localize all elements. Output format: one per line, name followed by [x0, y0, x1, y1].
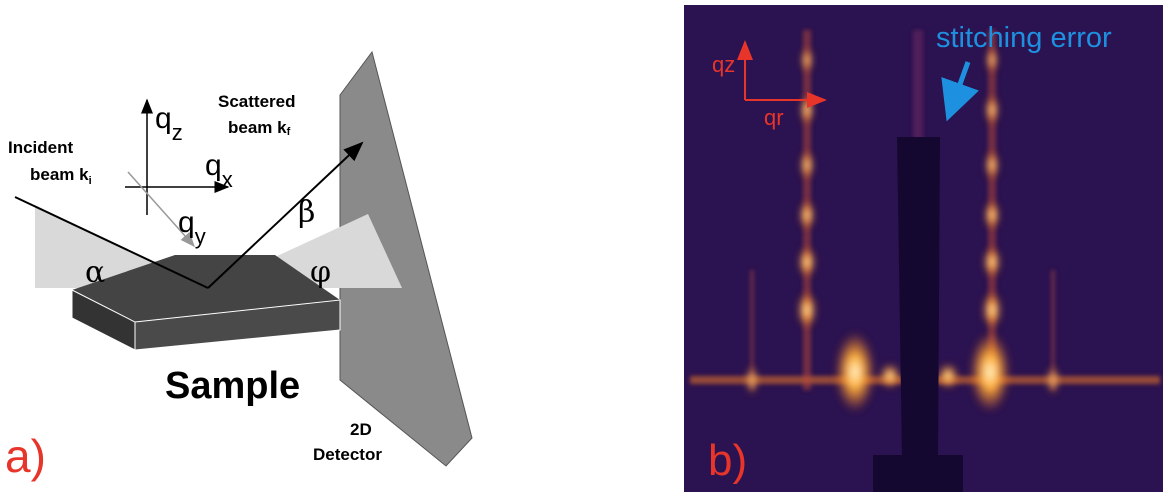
angle-beta: β	[298, 195, 315, 230]
axis-sub: y	[195, 224, 206, 249]
scattered-label: beam kf	[228, 118, 291, 138]
panel-b: qz qr stitching error b)	[684, 5, 1163, 492]
axis-label: qz	[155, 102, 183, 145]
panel-label: b)	[708, 436, 747, 485]
axis-symbol: q	[712, 52, 724, 77]
panel-a: Incident beam ki Scattered beam kf qz qx…	[5, 52, 472, 482]
axis-sub: z	[724, 52, 735, 77]
incident-label: beam k	[30, 165, 89, 184]
incident-sub: i	[89, 175, 92, 187]
scattered-label: Scattered	[218, 92, 295, 111]
axis-sub: r	[776, 105, 783, 130]
detector-label: Detector	[313, 445, 382, 464]
axis-sub: z	[172, 120, 183, 145]
incident-label: Incident	[8, 138, 74, 157]
axis-label: qr	[764, 105, 784, 130]
scattered-sub: f	[287, 126, 291, 138]
beamstop-base	[873, 455, 963, 492]
axis-symbol: q	[178, 206, 195, 239]
sample-label: Sample	[165, 365, 300, 407]
beamstop	[897, 137, 940, 460]
axis-sub: x	[222, 167, 233, 192]
annotation: stitching error	[936, 22, 1112, 54]
incident-label: beam ki	[30, 165, 92, 187]
axis-label: qz	[712, 52, 735, 77]
detector-label: 2D	[350, 420, 372, 439]
axis-label: qx	[205, 149, 233, 192]
scattered-label: beam k	[228, 118, 287, 137]
angle-alpha: α	[85, 255, 105, 290]
axis-symbol: q	[764, 105, 776, 130]
angle-phi: φ	[310, 255, 331, 290]
figure: Incident beam ki Scattered beam kf qz qx…	[0, 0, 1166, 497]
axis-symbol: q	[205, 149, 222, 182]
axis-symbol: q	[155, 102, 172, 135]
panel-label: a)	[5, 430, 46, 482]
